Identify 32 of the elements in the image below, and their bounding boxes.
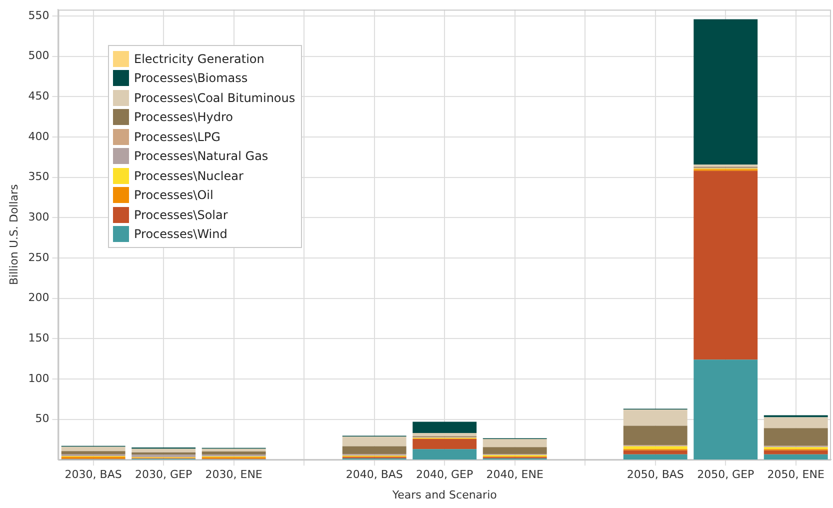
y-axis-title: Billion U.S. Dollars [7, 184, 20, 286]
legend-label: Processes\Oil [134, 188, 214, 202]
y-tick-label: 550 [28, 8, 50, 22]
x-tick-label: 2030, GEP [135, 468, 192, 482]
y-tick-label: 400 [28, 130, 50, 143]
y-tick-label: 150 [28, 331, 50, 344]
y-tick-label: 200 [28, 291, 50, 304]
legend-label: Processes\Solar [134, 208, 228, 222]
y-tick-label: 300 [28, 210, 50, 224]
legend-label: Processes\Nuclear [134, 168, 244, 183]
legend-label: Processes\LPG [134, 130, 220, 144]
y-tick-label: 350 [28, 170, 50, 184]
x-tick-label: 2040, BAS [346, 468, 403, 482]
x-tick-label: 2050, GEP [697, 468, 755, 482]
y-tick-label: 50 [35, 412, 50, 426]
x-tick-label: 2030, ENE [205, 468, 262, 482]
x-tick-label: 2040, GEP [416, 468, 474, 482]
y-tick-label: 450 [28, 90, 50, 103]
x-tick-label: 2040, ENE [486, 468, 544, 482]
legend-label: Processes\Coal Bituminous [134, 90, 296, 105]
x-axis-title: Years and Scenario [391, 488, 498, 502]
x-tick-label: 2050, ENE [767, 468, 824, 482]
legend-label: Processes\Natural Gas [134, 149, 268, 164]
legend-label: Processes\Biomass [134, 71, 248, 86]
y-tick-label: 250 [28, 250, 50, 264]
y-tick-label: 500 [28, 49, 50, 62]
x-tick-label: 2030, BAS [64, 468, 122, 482]
x-tick-label: 2050, BAS [626, 468, 684, 482]
legend-label: Electricity Generation [134, 52, 264, 66]
legend-label: Processes\Wind [134, 227, 228, 242]
y-tick-label: 100 [28, 372, 50, 385]
legend-label: Processes\Hydro [134, 110, 233, 124]
